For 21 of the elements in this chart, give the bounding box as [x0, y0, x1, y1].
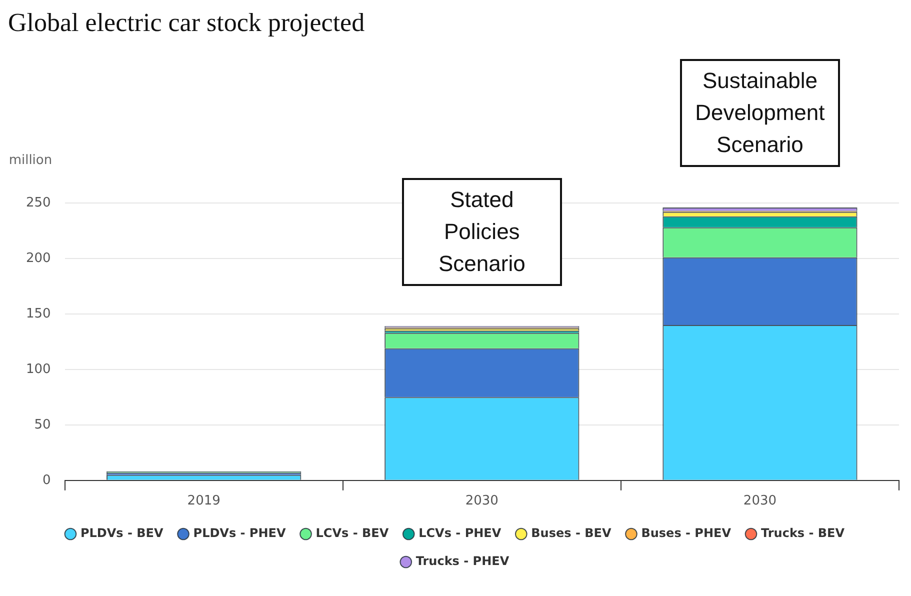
- y-tick-label: 50: [34, 417, 51, 432]
- text-box: Sustainable Development Scenario: [680, 59, 840, 168]
- legend-label: Trucks - PHEV: [416, 554, 510, 568]
- x-tick-label: 2019: [187, 494, 220, 509]
- legend-label: LCVs - BEV: [316, 526, 390, 540]
- x-tick-label: 2030: [743, 494, 777, 509]
- legend-label: Trucks - BEV: [761, 526, 846, 540]
- x-tick-label: 2030: [465, 494, 498, 509]
- legend-label: Buses - BEV: [531, 526, 612, 540]
- y-axis-title: million: [8, 153, 52, 168]
- legend-label: PLDVs - BEV: [80, 526, 164, 540]
- y-tick-label: 200: [26, 250, 51, 266]
- y-tick-label: 100: [26, 362, 51, 377]
- y-tick-label: 250: [26, 195, 51, 210]
- legend-label: LCVs - PHEV: [418, 526, 502, 540]
- y-tick-label: 0: [42, 472, 51, 488]
- legend-label: PLDVs - PHEV: [193, 526, 286, 540]
- legend-label: Buses - PHEV: [641, 526, 732, 540]
- y-tick-label: 150: [26, 306, 51, 322]
- text-box: Stated Policies Scenario: [402, 178, 562, 286]
- chart-title: Global electric car stock projected: [8, 8, 366, 38]
